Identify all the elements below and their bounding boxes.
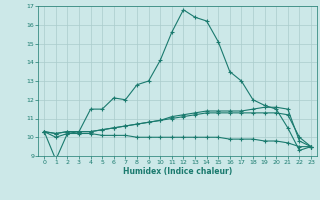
X-axis label: Humidex (Indice chaleur): Humidex (Indice chaleur): [123, 167, 232, 176]
